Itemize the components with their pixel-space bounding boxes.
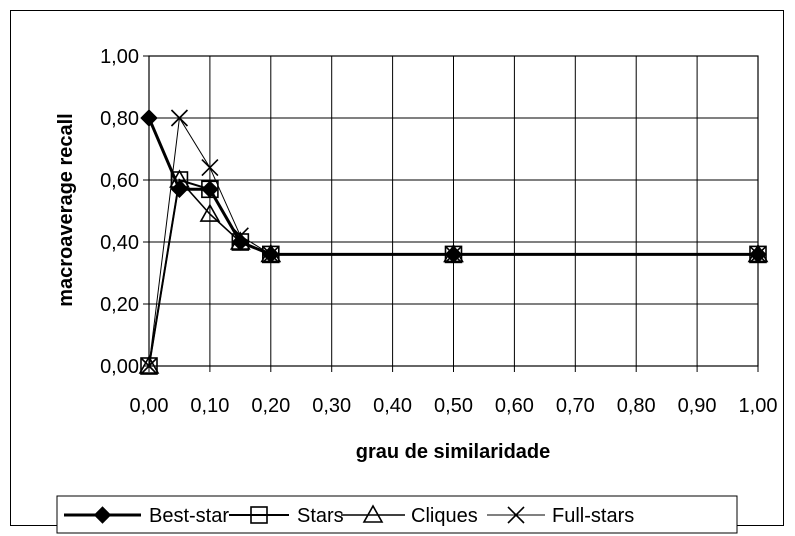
y-tick-label: 1,00 [100, 46, 139, 68]
y-axis-title: macroaverage recall [55, 113, 77, 306]
data-point [140, 109, 158, 127]
legend-item-full-stars: Full-stars [487, 505, 634, 527]
x-tick-label: 0,10 [190, 395, 229, 417]
legend-label: Cliques [411, 505, 478, 527]
legend-marker [93, 506, 112, 524]
grid [148, 55, 759, 367]
y-tick-label: 0,40 [100, 232, 139, 254]
data-point [140, 357, 158, 375]
y-axis-ticks: 0,00 0,20 0,40 0,60 0,80 1,00 [100, 46, 149, 378]
series-best-star [140, 109, 767, 264]
x-marker-stroke [201, 159, 219, 177]
legend-label: Best-star [149, 505, 229, 527]
x-tick-label: 0,40 [373, 395, 412, 417]
legend: Best-star Stars Cliques Full-stars [56, 495, 738, 534]
legend-marker [362, 504, 384, 523]
series-layer [138, 109, 769, 375]
x-tick-label: 0,80 [617, 395, 656, 417]
legend-label: Stars [297, 505, 344, 527]
data-point [170, 109, 189, 127]
data-point [262, 245, 280, 264]
x-tick-label: 0,60 [495, 395, 534, 417]
legend-item-stars: Stars [229, 505, 344, 527]
data-point [199, 203, 221, 222]
y-tick-label: 0,80 [100, 108, 139, 130]
x-tick-label: 0,70 [556, 395, 595, 417]
x-tick-label: 0,20 [251, 395, 290, 417]
x-tick-label: 0,50 [434, 395, 473, 417]
y-tick-label: 0,60 [100, 170, 139, 192]
data-point [170, 180, 189, 199]
x-axis-title: grau de similaridade [356, 441, 551, 463]
legend-marker [507, 506, 525, 524]
x-tick-label: 1,00 [739, 395, 778, 417]
y-tick-label: 0,00 [100, 356, 139, 378]
data-point [444, 245, 463, 264]
x-tick-label: 0,00 [130, 395, 169, 417]
legend-item-cliques: Cliques [341, 504, 478, 527]
data-point [201, 159, 219, 177]
x-marker-stroke [507, 506, 525, 524]
data-point [749, 245, 767, 264]
x-tick-label: 0,90 [678, 395, 717, 417]
legend-label: Full-stars [552, 505, 634, 527]
legend-marker [250, 506, 268, 524]
x-marker-stroke [170, 109, 189, 127]
chart-frame [10, 10, 784, 526]
data-point [138, 355, 160, 374]
legend-item-best-star: Best-star [64, 505, 229, 527]
y-tick-label: 0,20 [100, 294, 139, 316]
x-tick-label: 0,30 [312, 395, 351, 417]
data-point [231, 233, 250, 251]
data-point [201, 180, 219, 199]
x-axis-ticks: 0,00 0,10 0,20 0,30 0,40 0,50 0,60 0,70 0,80 0,90… [130, 366, 778, 417]
